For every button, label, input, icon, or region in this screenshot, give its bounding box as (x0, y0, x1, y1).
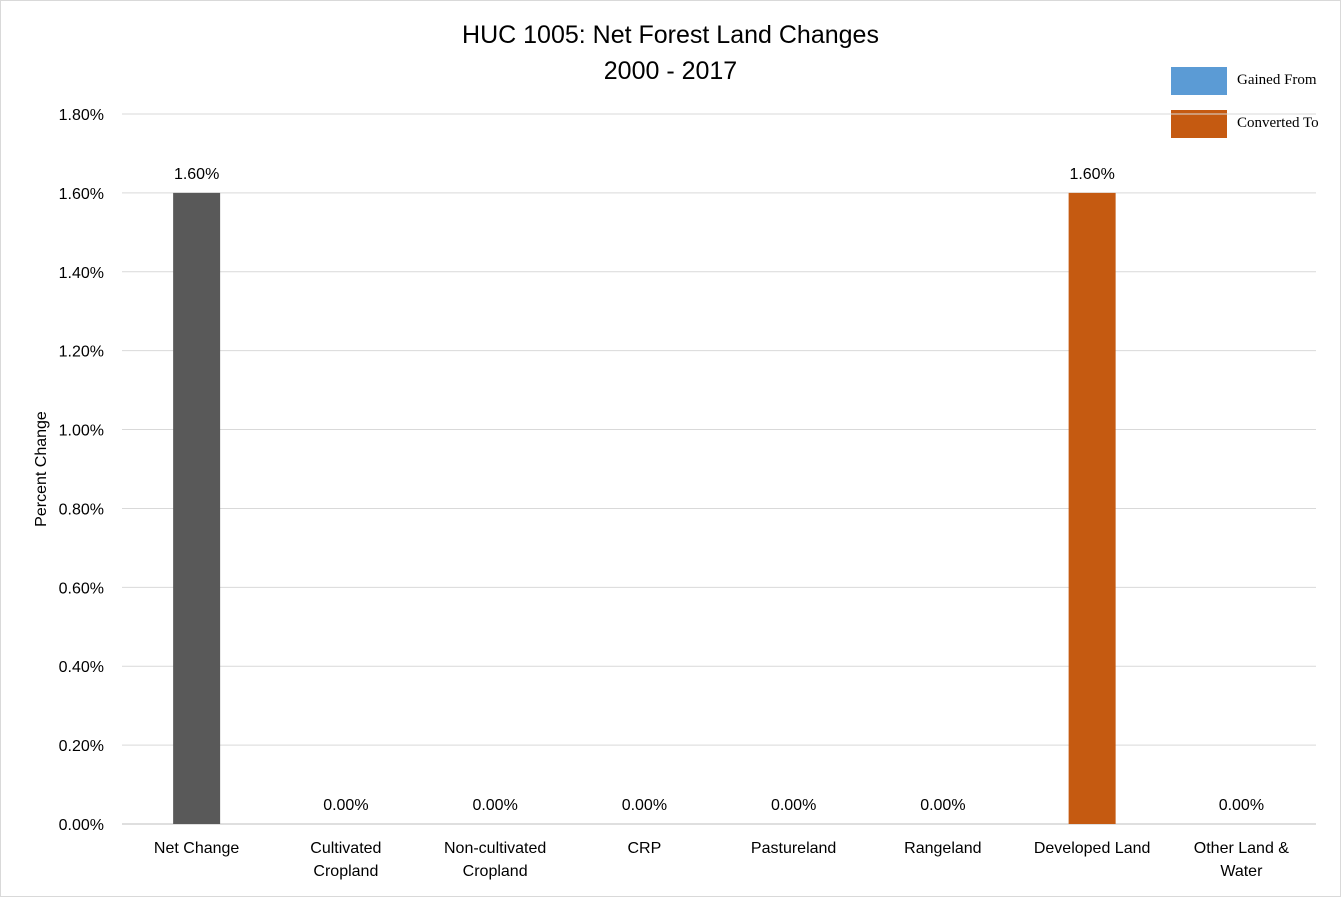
y-tick-label: 1.60% (59, 186, 104, 203)
chart-subtitle: 2000 - 2017 (603, 57, 738, 85)
x-tick-label-line: Other Land & (1193, 840, 1289, 857)
legend-label-gained-from: Gained From (1237, 72, 1317, 88)
x-tick-label-line: Water (1220, 863, 1263, 880)
x-tick-label: Cultivated Cropland (276, 837, 416, 883)
chart-title: HUC 1005: Net Forest Land Changes (462, 21, 879, 49)
x-tick-label: Other Land & Water (1171, 837, 1311, 883)
data-label: 1.60% (174, 166, 219, 183)
x-tick-label: CRP (574, 837, 714, 860)
x-tick-label: Developed Land (1022, 837, 1162, 860)
y-tick-label: 0.20% (59, 738, 104, 755)
x-tick-label-line: Pastureland (750, 840, 837, 857)
y-tick-label: 0.80% (59, 501, 104, 518)
x-tick-label: Pastureland (724, 837, 864, 860)
x-tick-label: Non-cultivated Cropland (425, 837, 565, 883)
x-tick-label: Net Change (127, 837, 267, 860)
x-tick-label-line: Cropland (313, 863, 379, 880)
y-tick-label: 0.60% (59, 580, 104, 597)
x-tick-label-line: CRP (627, 840, 662, 857)
data-label: 0.00% (472, 797, 517, 814)
x-tick-label: Rangeland (873, 837, 1013, 860)
data-label: 0.00% (1219, 797, 1264, 814)
y-tick-label: 1.20% (59, 344, 104, 361)
bar (1068, 192, 1116, 824)
y-tick-label: 1.80% (59, 107, 104, 124)
data-label: 0.00% (920, 797, 965, 814)
x-tick-label-line: Net Change (153, 840, 240, 857)
legend-swatch-converted-to (1171, 110, 1227, 138)
data-label: 1.60% (1069, 166, 1114, 183)
y-tick-label: 1.40% (59, 265, 104, 282)
bar (173, 192, 221, 824)
x-tick-label-line: Cultivated (310, 840, 382, 857)
y-tick-label: 0.40% (59, 659, 104, 676)
y-tick-label: 1.00% (59, 423, 104, 440)
x-tick-label-line: Rangeland (904, 840, 982, 857)
data-label: 0.00% (622, 797, 667, 814)
y-tick-label: 0.00% (59, 817, 104, 834)
data-label: 0.00% (323, 797, 368, 814)
x-tick-label-line: Non-cultivated (443, 840, 547, 857)
x-tick-label-line: Cropland (462, 863, 528, 880)
legend-swatch-gained-from (1171, 67, 1227, 95)
legend-label-converted-to: Converted To (1237, 115, 1319, 131)
x-tick-label-line: Developed Land (1033, 840, 1151, 857)
data-label: 0.00% (771, 797, 816, 814)
